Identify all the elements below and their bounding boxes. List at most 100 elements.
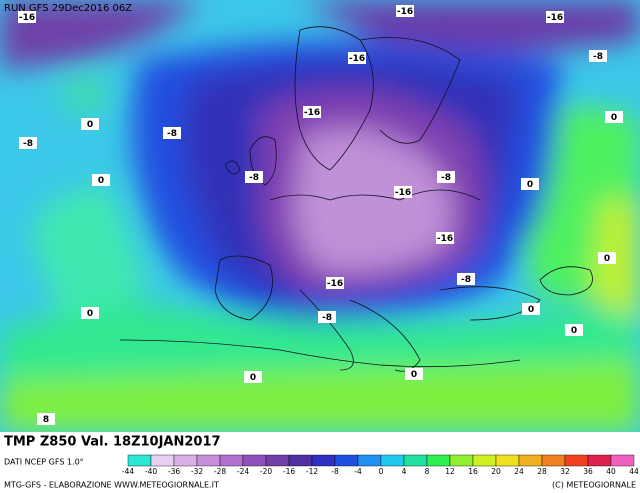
scale-cell (288, 454, 313, 467)
label-box (245, 171, 263, 183)
scale-cell (150, 454, 175, 467)
label-box (605, 111, 623, 123)
contour-label: 0 (98, 176, 104, 186)
scale-tick-label: -20 (260, 467, 272, 476)
label-box (92, 174, 110, 186)
scale-tick-label: 40 (606, 467, 616, 476)
scale-cell (265, 454, 290, 467)
color-scale: -44 -40 -36 -32 -28 -24 -20 -16 -12 -8 -4 0 4 8 12 16 20… (122, 454, 639, 476)
scale-tick-label: 36 (583, 467, 593, 476)
scale-cell (518, 454, 543, 467)
contour-label: 0 (250, 373, 256, 383)
scale-tick-label: -28 (214, 467, 226, 476)
label-box (437, 171, 455, 183)
label-box (565, 324, 583, 336)
contour-label: 0 (87, 120, 93, 130)
title-box (0, 432, 272, 450)
scale-cell (357, 454, 382, 467)
scale-cell (127, 454, 152, 467)
label-box (163, 127, 181, 139)
scale-cell (242, 454, 267, 467)
label-box (81, 118, 99, 130)
contour-label: -8 (23, 139, 33, 149)
label-box (326, 277, 344, 289)
scale-tick-label: -4 (354, 467, 362, 476)
contour-label: -16 (397, 7, 413, 17)
scale-tick-label: 24 (514, 467, 524, 476)
credit-label: MTG-GFS - ELABORAZIONE WWW.METEOGIORNALE… (4, 481, 219, 490)
scale-tick-label: 32 (560, 467, 570, 476)
scale-tick-label: -16 (283, 467, 295, 476)
temperature-field (0, 0, 640, 432)
scale-tick-label: -24 (237, 467, 249, 476)
label-box (522, 303, 540, 315)
copyright-label: (C) METEOGIORNALE (552, 481, 636, 490)
scale-cell (541, 454, 566, 467)
scale-cell (610, 454, 635, 467)
scale-cell (472, 454, 497, 467)
scale-tick-label: -40 (145, 467, 157, 476)
label-box (19, 137, 37, 149)
scale-tick-label: 12 (445, 467, 455, 476)
scale-tick-label: -36 (168, 467, 180, 476)
scale-tick-label: 44 (629, 467, 639, 476)
label-box (303, 106, 321, 118)
contour-label: 0 (528, 305, 534, 315)
scale-cell (403, 454, 428, 467)
label-box (457, 273, 475, 285)
scale-tick-label: -32 (191, 467, 203, 476)
contour-label: -8 (593, 52, 603, 62)
scale-cell (449, 454, 474, 467)
scale-tick-label: -12 (306, 467, 318, 476)
scale-cell (311, 454, 336, 467)
contour-label: 8 (43, 415, 49, 425)
contour-label: 0 (527, 180, 533, 190)
contour-label: 0 (571, 326, 577, 336)
scale-tick-label: 28 (537, 467, 547, 476)
scale-cell (564, 454, 589, 467)
scale-tick-label: 20 (491, 467, 501, 476)
label-box (81, 307, 99, 319)
scale-cell (196, 454, 221, 467)
label-box (436, 232, 454, 244)
contour-labels: -16 -16 -16 -16 -8 0 -8 -16 -8 0 -8 0 -8 -16 0 -16 0 -8 -1… (18, 5, 623, 425)
contour-label: -16 (547, 13, 563, 23)
label-box (589, 50, 607, 62)
contour-label: -16 (437, 234, 453, 244)
scale-cell (380, 454, 405, 467)
scale-tick-label: -8 (331, 467, 339, 476)
scale-cell (173, 454, 198, 467)
contour-label: -8 (322, 313, 332, 323)
contour-label: -8 (249, 173, 259, 183)
scale-tick-label: 4 (402, 467, 407, 476)
label-box (546, 11, 564, 23)
label-box (521, 178, 539, 190)
label-box (348, 52, 366, 64)
scale-tick-label: 0 (379, 467, 384, 476)
contour-label: 0 (87, 309, 93, 319)
scale-tick-label: -44 (122, 467, 134, 476)
source-label: DATI NCEP GFS 1.0° (4, 458, 84, 467)
scale-cell (495, 454, 520, 467)
contour-label: 0 (411, 370, 417, 380)
label-box (396, 5, 414, 17)
contour-label: -8 (167, 129, 177, 139)
label-box (394, 186, 412, 198)
scale-tick-label: 16 (468, 467, 478, 476)
map-title: TMP Z850 Val. 18Z10JAN2017 (4, 435, 221, 450)
label-box (405, 368, 423, 380)
label-box (18, 11, 36, 23)
label-box (37, 413, 55, 425)
contour-label: -16 (327, 279, 343, 289)
run-label: RUN GFS 29Dec2016 06Z (4, 3, 132, 14)
contour-label: -8 (441, 173, 451, 183)
scale-cell (426, 454, 451, 467)
label-box (244, 371, 262, 383)
contour-label: -16 (395, 188, 411, 198)
label-box (318, 311, 336, 323)
contour-label: -8 (461, 275, 471, 285)
scale-cell (334, 454, 359, 467)
scale-cell (219, 454, 244, 467)
scale-cell (587, 454, 612, 467)
